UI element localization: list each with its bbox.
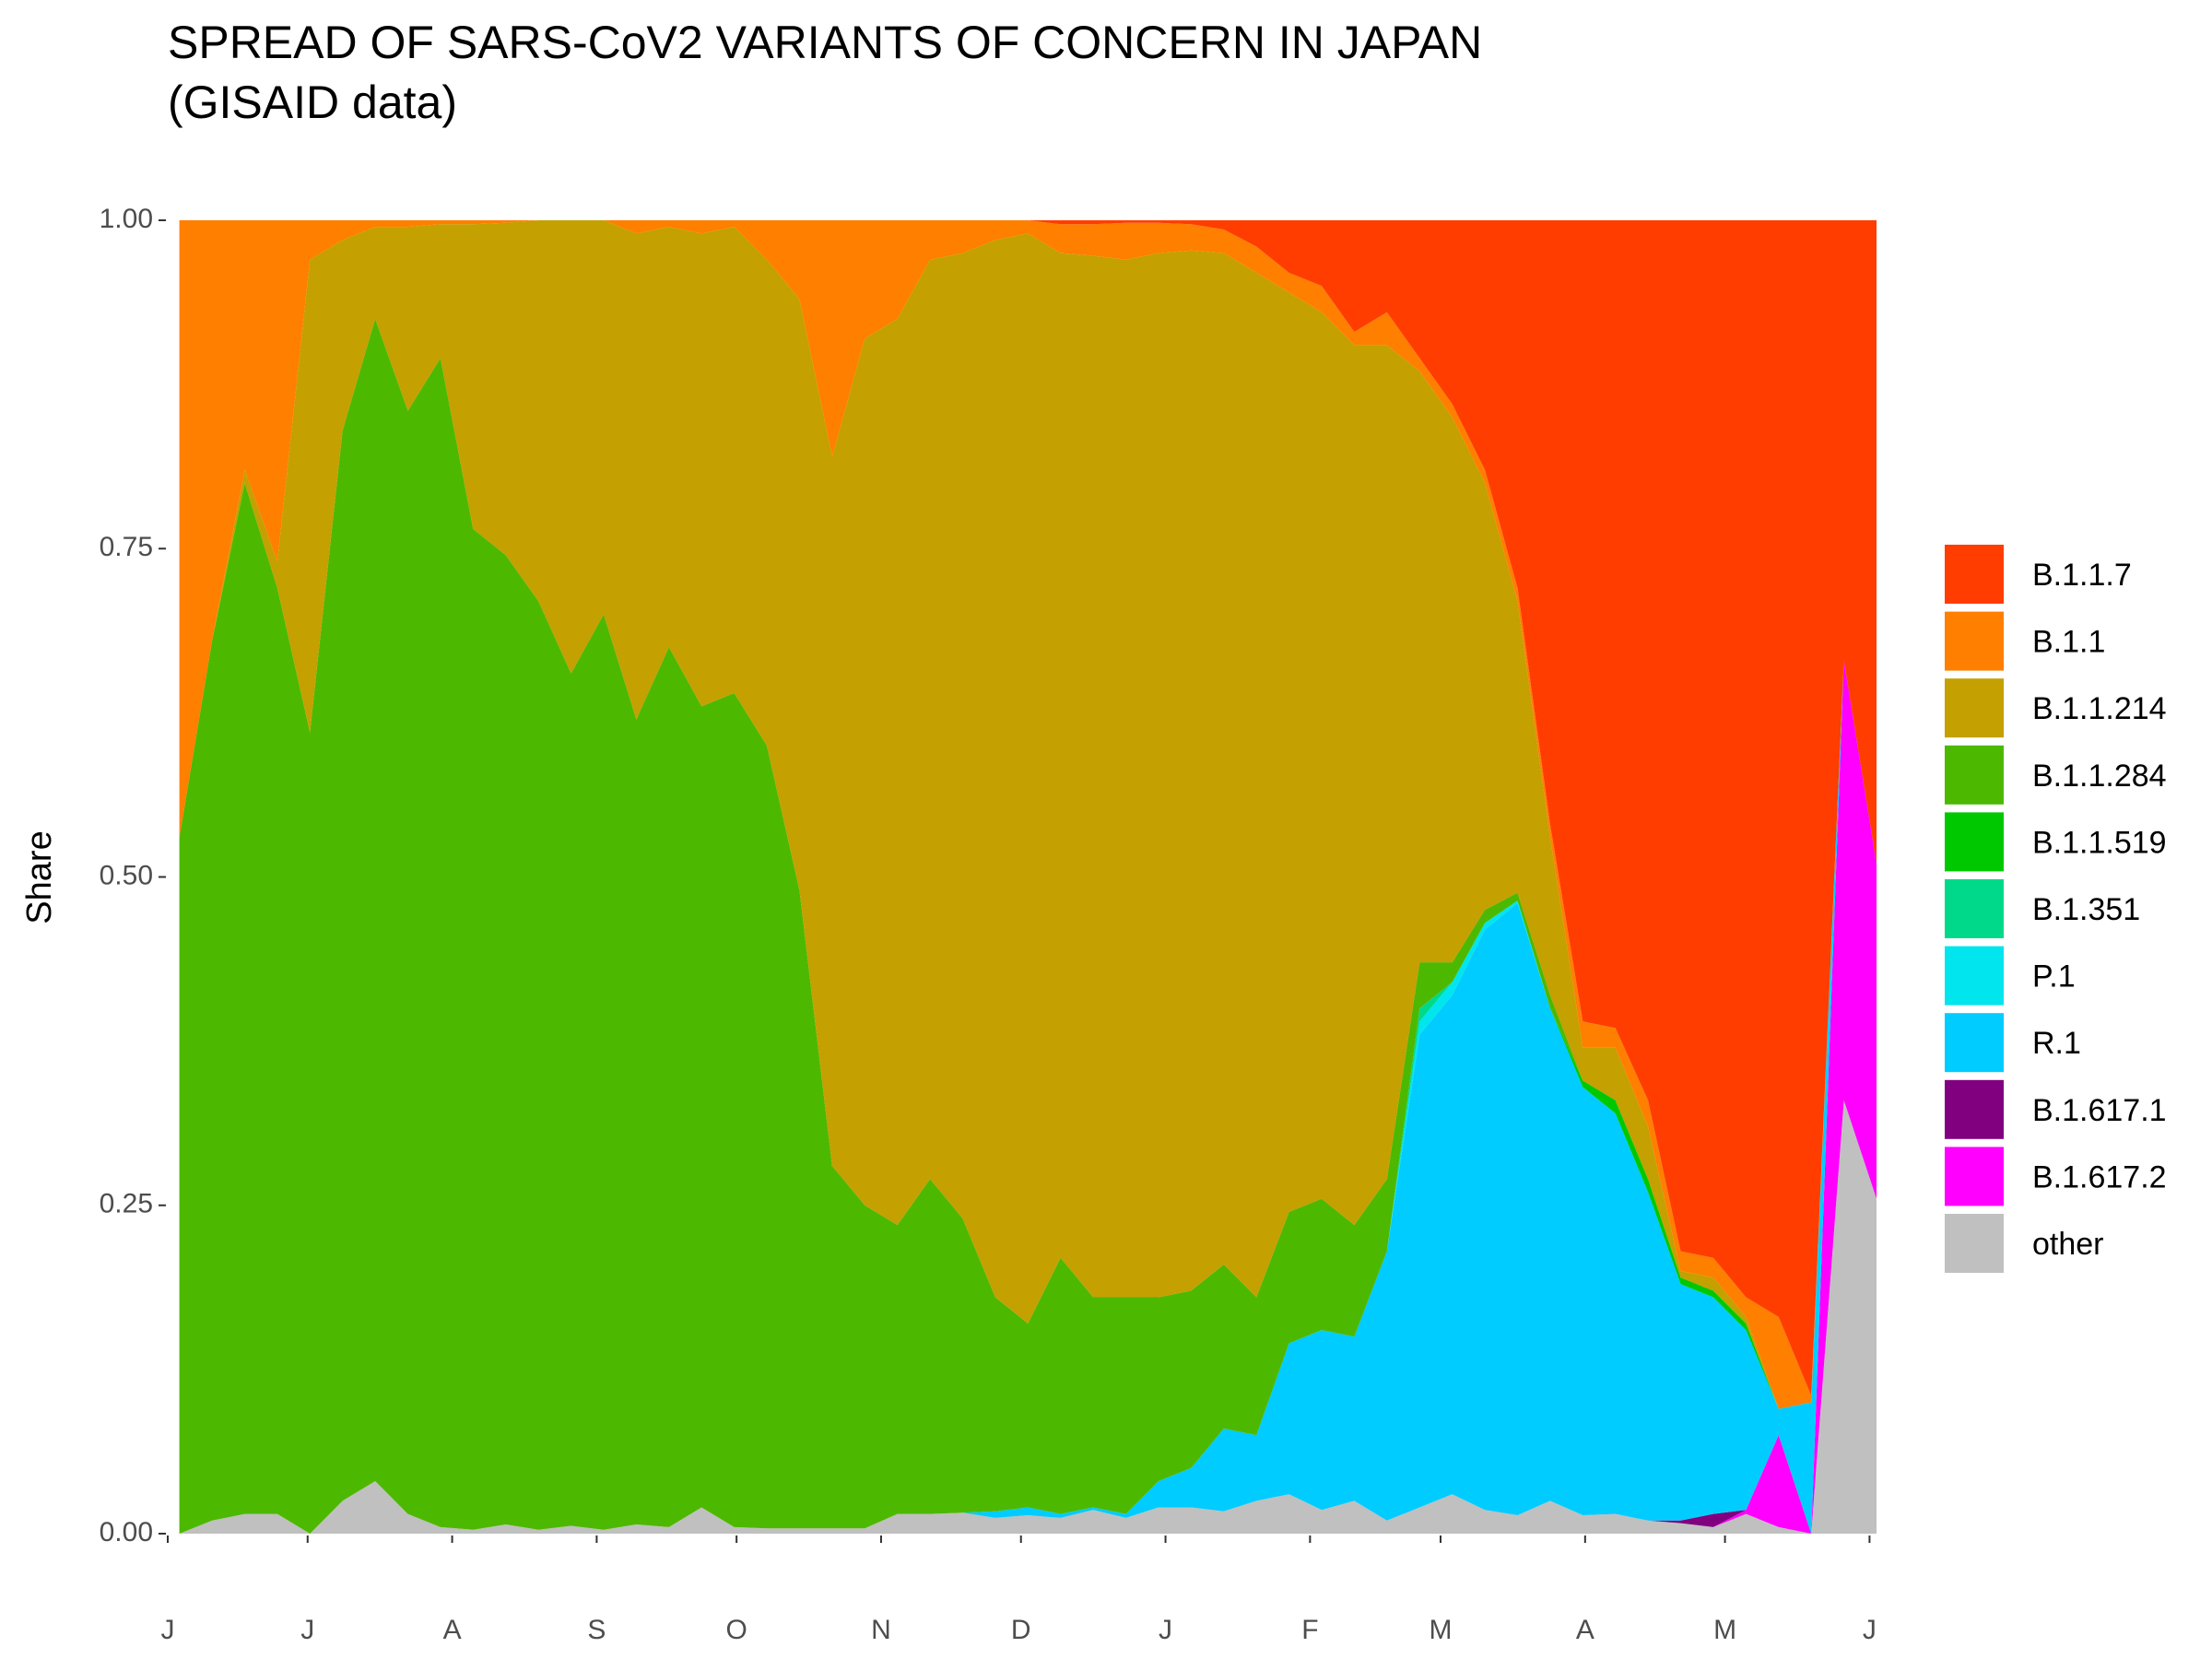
legend-key <box>1943 543 2006 606</box>
area <box>179 220 1877 1396</box>
chart-title: SPREAD OF SARS-CoV2 VARIANTS OF CONCERN … <box>168 17 1482 68</box>
y-tick-label: 0.25 <box>100 1189 153 1219</box>
y-tick-label: 0.00 <box>100 1517 153 1547</box>
x-tick-label: F <box>1301 1615 1318 1645</box>
area <box>179 220 1877 1409</box>
y-axis-label: Share <box>20 830 59 924</box>
x-tick-label: S <box>587 1615 606 1645</box>
x-tick-label: N <box>871 1615 891 1645</box>
legend-label: B.1.1 <box>2032 625 2105 660</box>
legend-key <box>1943 609 2006 673</box>
y-tick-label: 1.00 <box>100 204 153 234</box>
legend-key <box>1943 1011 2006 1075</box>
chart-title: (GISAID data) <box>168 76 457 128</box>
x-tick-label: M <box>1713 1615 1736 1645</box>
legend-key <box>1943 877 2006 940</box>
x-tick-label: J <box>1159 1615 1172 1645</box>
legend-key <box>1943 810 2006 874</box>
x-tick-label: J <box>161 1615 175 1645</box>
legend-key <box>1943 677 2006 740</box>
x-tick-label: D <box>1011 1615 1031 1645</box>
y-tick-label: 0.50 <box>100 860 153 890</box>
x-tick-label: J <box>1863 1615 1877 1645</box>
legend-key <box>1943 944 2006 1007</box>
legend-label: B.1.617.2 <box>2032 1159 2167 1194</box>
legend-label: B.1.351 <box>2032 892 2140 927</box>
y-tick-label: 0.75 <box>100 532 153 562</box>
x-tick-label: O <box>725 1615 747 1645</box>
legend-key <box>1943 1145 2006 1208</box>
legend-label: B.1.1.214 <box>2032 691 2167 726</box>
legend-label: other <box>2032 1227 2104 1262</box>
legend-label: R.1 <box>2032 1026 2081 1061</box>
plot-area <box>179 220 1877 1534</box>
x-tick-label: A <box>443 1615 462 1645</box>
legend-label: B.1.1.284 <box>2032 759 2167 794</box>
legend-key <box>1943 1077 2006 1141</box>
legend-label: B.1.1.7 <box>2032 558 2132 593</box>
x-tick-label: M <box>1430 1615 1453 1645</box>
legend-key <box>1943 743 2006 806</box>
legend-label: P.1 <box>2032 959 2076 994</box>
legend-label: B.1.1.519 <box>2032 825 2167 860</box>
area <box>179 318 1877 1534</box>
legend-label: B.1.617.1 <box>2032 1093 2167 1128</box>
x-tick-label: J <box>300 1615 314 1645</box>
area <box>179 660 1877 1534</box>
x-tick-label: A <box>1576 1615 1594 1645</box>
legend-key <box>1943 1212 2006 1275</box>
